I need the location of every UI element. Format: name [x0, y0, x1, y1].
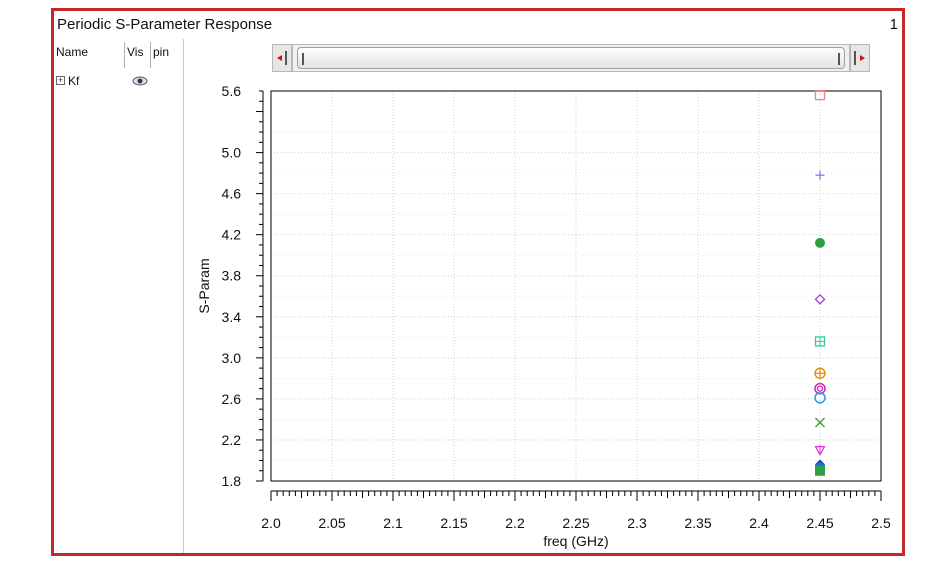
trace-row-kf[interactable]: + Kf — [54, 73, 184, 91]
data-point-double-circle[interactable] — [814, 382, 826, 395]
y-axis-label: S-Param — [196, 258, 212, 313]
expand-icon[interactable]: + — [56, 75, 65, 85]
data-point-filled-square[interactable] — [815, 465, 825, 476]
data-point-square-plus[interactable] — [814, 336, 826, 347]
y-tick-label: 3.0 — [222, 350, 242, 366]
trace-browser-panel: Name Vis pin + Kf — [54, 39, 184, 553]
marker-shape — [815, 465, 825, 476]
x-tick-label: 2.5 — [871, 515, 891, 531]
marker-shape — [815, 237, 825, 248]
thumb-grip — [838, 53, 840, 65]
x-tick-label: 2.25 — [562, 515, 589, 531]
data-point-square[interactable] — [814, 89, 826, 101]
column-header-vis[interactable]: Vis — [127, 45, 144, 59]
y-tick-label: 3.4 — [222, 309, 242, 325]
trace-browser-header: Name Vis pin — [54, 42, 184, 68]
scrollbar-thumb[interactable] — [297, 47, 845, 69]
thumb-grip — [302, 53, 304, 65]
column-separator[interactable] — [150, 42, 151, 68]
column-separator[interactable] — [124, 42, 125, 68]
data-point-plus[interactable] — [815, 170, 825, 180]
marker-shape — [814, 293, 826, 305]
y-tick-label: 2.2 — [222, 432, 242, 448]
y-tick-label: 3.8 — [222, 268, 242, 284]
y-tick-label: 4.6 — [222, 186, 242, 202]
x-tick-label: 2.0 — [261, 515, 281, 531]
marker-shape — [814, 382, 826, 395]
data-point-x[interactable] — [815, 417, 825, 428]
scroll-left-button[interactable] — [272, 44, 292, 72]
scroll-right-button[interactable] — [850, 44, 870, 72]
marker-shape — [814, 89, 826, 101]
x-tick-label: 2.3 — [627, 515, 647, 531]
y-tick-label: 5.0 — [222, 145, 242, 161]
marker-shape — [814, 392, 826, 404]
marker-shape — [815, 417, 825, 428]
marker-shape — [816, 385, 824, 392]
x-axis-label: freq (GHz) — [543, 533, 608, 549]
chart-plot[interactable]: 2.0 2.05 2.1 2.15 2.2 2.25 2.3 2.35 2.4 2.45 2.5 1.… — [54, 11, 902, 553]
data-point-filled-circle[interactable] — [815, 237, 825, 248]
y-tick-label: 1.8 — [222, 473, 242, 489]
grid — [270, 90, 882, 482]
plot-frame — [270, 90, 882, 482]
data-point-triangle-down[interactable] — [814, 444, 826, 457]
x-tick-label: 2.2 — [505, 515, 525, 531]
data-markers[interactable] — [814, 89, 826, 476]
data-point-circle-plus[interactable] — [814, 367, 826, 379]
page-number: 1 — [889, 16, 898, 33]
x-tick-label: 2.4 — [749, 515, 769, 531]
x-tick-label: 2.35 — [684, 515, 711, 531]
x-tick-label: 2.45 — [806, 515, 833, 531]
axes — [256, 90, 882, 501]
scrollbar-track[interactable] — [292, 44, 850, 72]
data-point-circle[interactable] — [814, 392, 826, 404]
x-tick-label: 2.1 — [383, 515, 403, 531]
eye-icon[interactable] — [132, 76, 148, 86]
x-tick-label: 2.15 — [440, 515, 467, 531]
tick-labels: 2.0 2.05 2.1 2.15 2.2 2.25 2.3 2.35 2.4 2.45 2.5 1.… — [222, 83, 891, 531]
app-window: Periodic S-Parameter Response 1 Name Vis… — [51, 8, 905, 556]
data-point-diamond[interactable] — [814, 293, 826, 305]
title-bar: Periodic S-Parameter Response 1 — [54, 11, 902, 39]
arrow-right-icon — [854, 51, 865, 65]
x-tick-label: 2.05 — [318, 515, 345, 531]
trace-label: Kf — [68, 74, 80, 88]
y-tick-label: 4.2 — [222, 227, 242, 243]
y-tick-label: 2.6 — [222, 391, 242, 407]
column-header-pin[interactable]: pin — [153, 45, 170, 59]
column-header-name[interactable]: Name — [56, 45, 89, 59]
arrow-left-icon — [277, 51, 287, 65]
window-title: Periodic S-Parameter Response — [57, 16, 273, 33]
y-tick-label: 5.6 — [222, 83, 242, 99]
